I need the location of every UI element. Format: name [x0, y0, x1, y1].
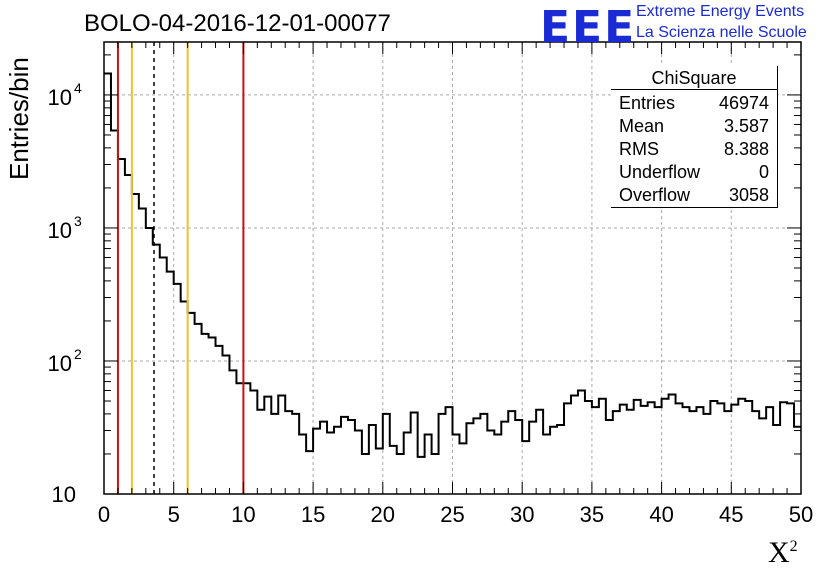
x-tick-label: 15	[301, 502, 325, 527]
plot-title: BOLO-04-2016-12-01-00077	[84, 10, 391, 37]
y-tick-label: 10	[48, 85, 72, 110]
x-tick-label: 30	[510, 502, 534, 527]
stats-box: ChiSquare Entries 46974 Mean 3.587 RMS 8.38…	[611, 66, 778, 208]
logo-line-1: Extreme Energy Events	[636, 3, 805, 20]
y-tick-exponent: 2	[74, 346, 82, 362]
logo-line-2: La Scienza nelle Scuole	[636, 24, 807, 41]
y-tick-exponent: 4	[74, 80, 82, 96]
x-tick-label: 20	[371, 502, 395, 527]
x-tick-label: 25	[440, 502, 464, 527]
stats-row-entries: Entries 46974	[619, 93, 769, 113]
stats-title: ChiSquare	[611, 66, 777, 90]
y-tick-label: 10	[52, 482, 76, 507]
x-tick-label: 10	[231, 502, 255, 527]
stats-row-mean: Mean 3.587	[619, 116, 769, 136]
x-tick-label: 40	[649, 502, 673, 527]
histogram-series	[104, 72, 801, 458]
stats-row-rms: RMS 8.388	[619, 139, 769, 159]
x-tick-label: 35	[580, 502, 604, 527]
stats-row-underflow: Underflow 0	[619, 162, 769, 182]
x-tick-label: 50	[789, 502, 813, 527]
x-tick-label: 45	[719, 502, 743, 527]
y-tick-label: 10	[48, 218, 72, 243]
x-tick-label: 5	[168, 502, 180, 527]
y-tick-exponent: 3	[74, 213, 82, 229]
y-axis-label: Entries/bin	[4, 57, 34, 180]
eee-logo: EEE	[540, 2, 637, 53]
y-tick-label: 10	[48, 351, 72, 376]
stats-row-overflow: Overflow 3058	[619, 185, 769, 205]
x-tick-label: 0	[98, 502, 110, 527]
x-axis-label: X2	[768, 536, 798, 569]
